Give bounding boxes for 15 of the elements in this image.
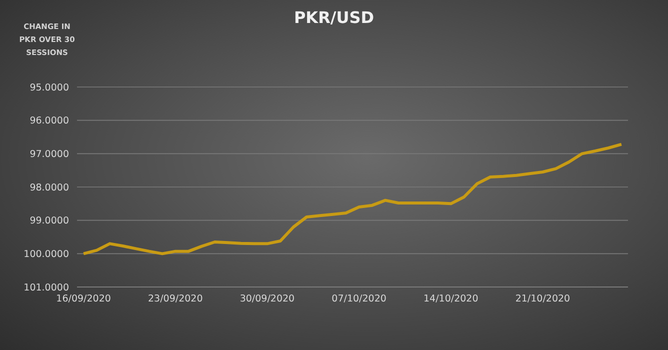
y-tick-label: 95.0000 <box>30 82 69 94</box>
x-tick-label: 30/09/2020 <box>240 294 295 305</box>
line-series <box>82 142 623 256</box>
y-tick-label: 96.0000 <box>30 116 69 127</box>
y-tick-label: 99.0000 <box>30 216 69 227</box>
x-tick-label: 21/10/2020 <box>515 294 570 305</box>
x-tick-label: 16/09/2020 <box>56 294 111 305</box>
y-tick-label: 101.0000 <box>24 282 69 294</box>
y-tick-label: 97.0000 <box>30 149 69 160</box>
chart-title: PKR/USD <box>294 8 374 27</box>
y-tick-label: 98.0000 <box>30 182 69 194</box>
x-tick-label: 23/09/2020 <box>148 294 203 305</box>
x-tick-label: 14/10/2020 <box>424 294 478 305</box>
y-tick-label: 100.0000 <box>24 249 69 260</box>
x-tick-label: 07/10/2020 <box>332 294 386 305</box>
